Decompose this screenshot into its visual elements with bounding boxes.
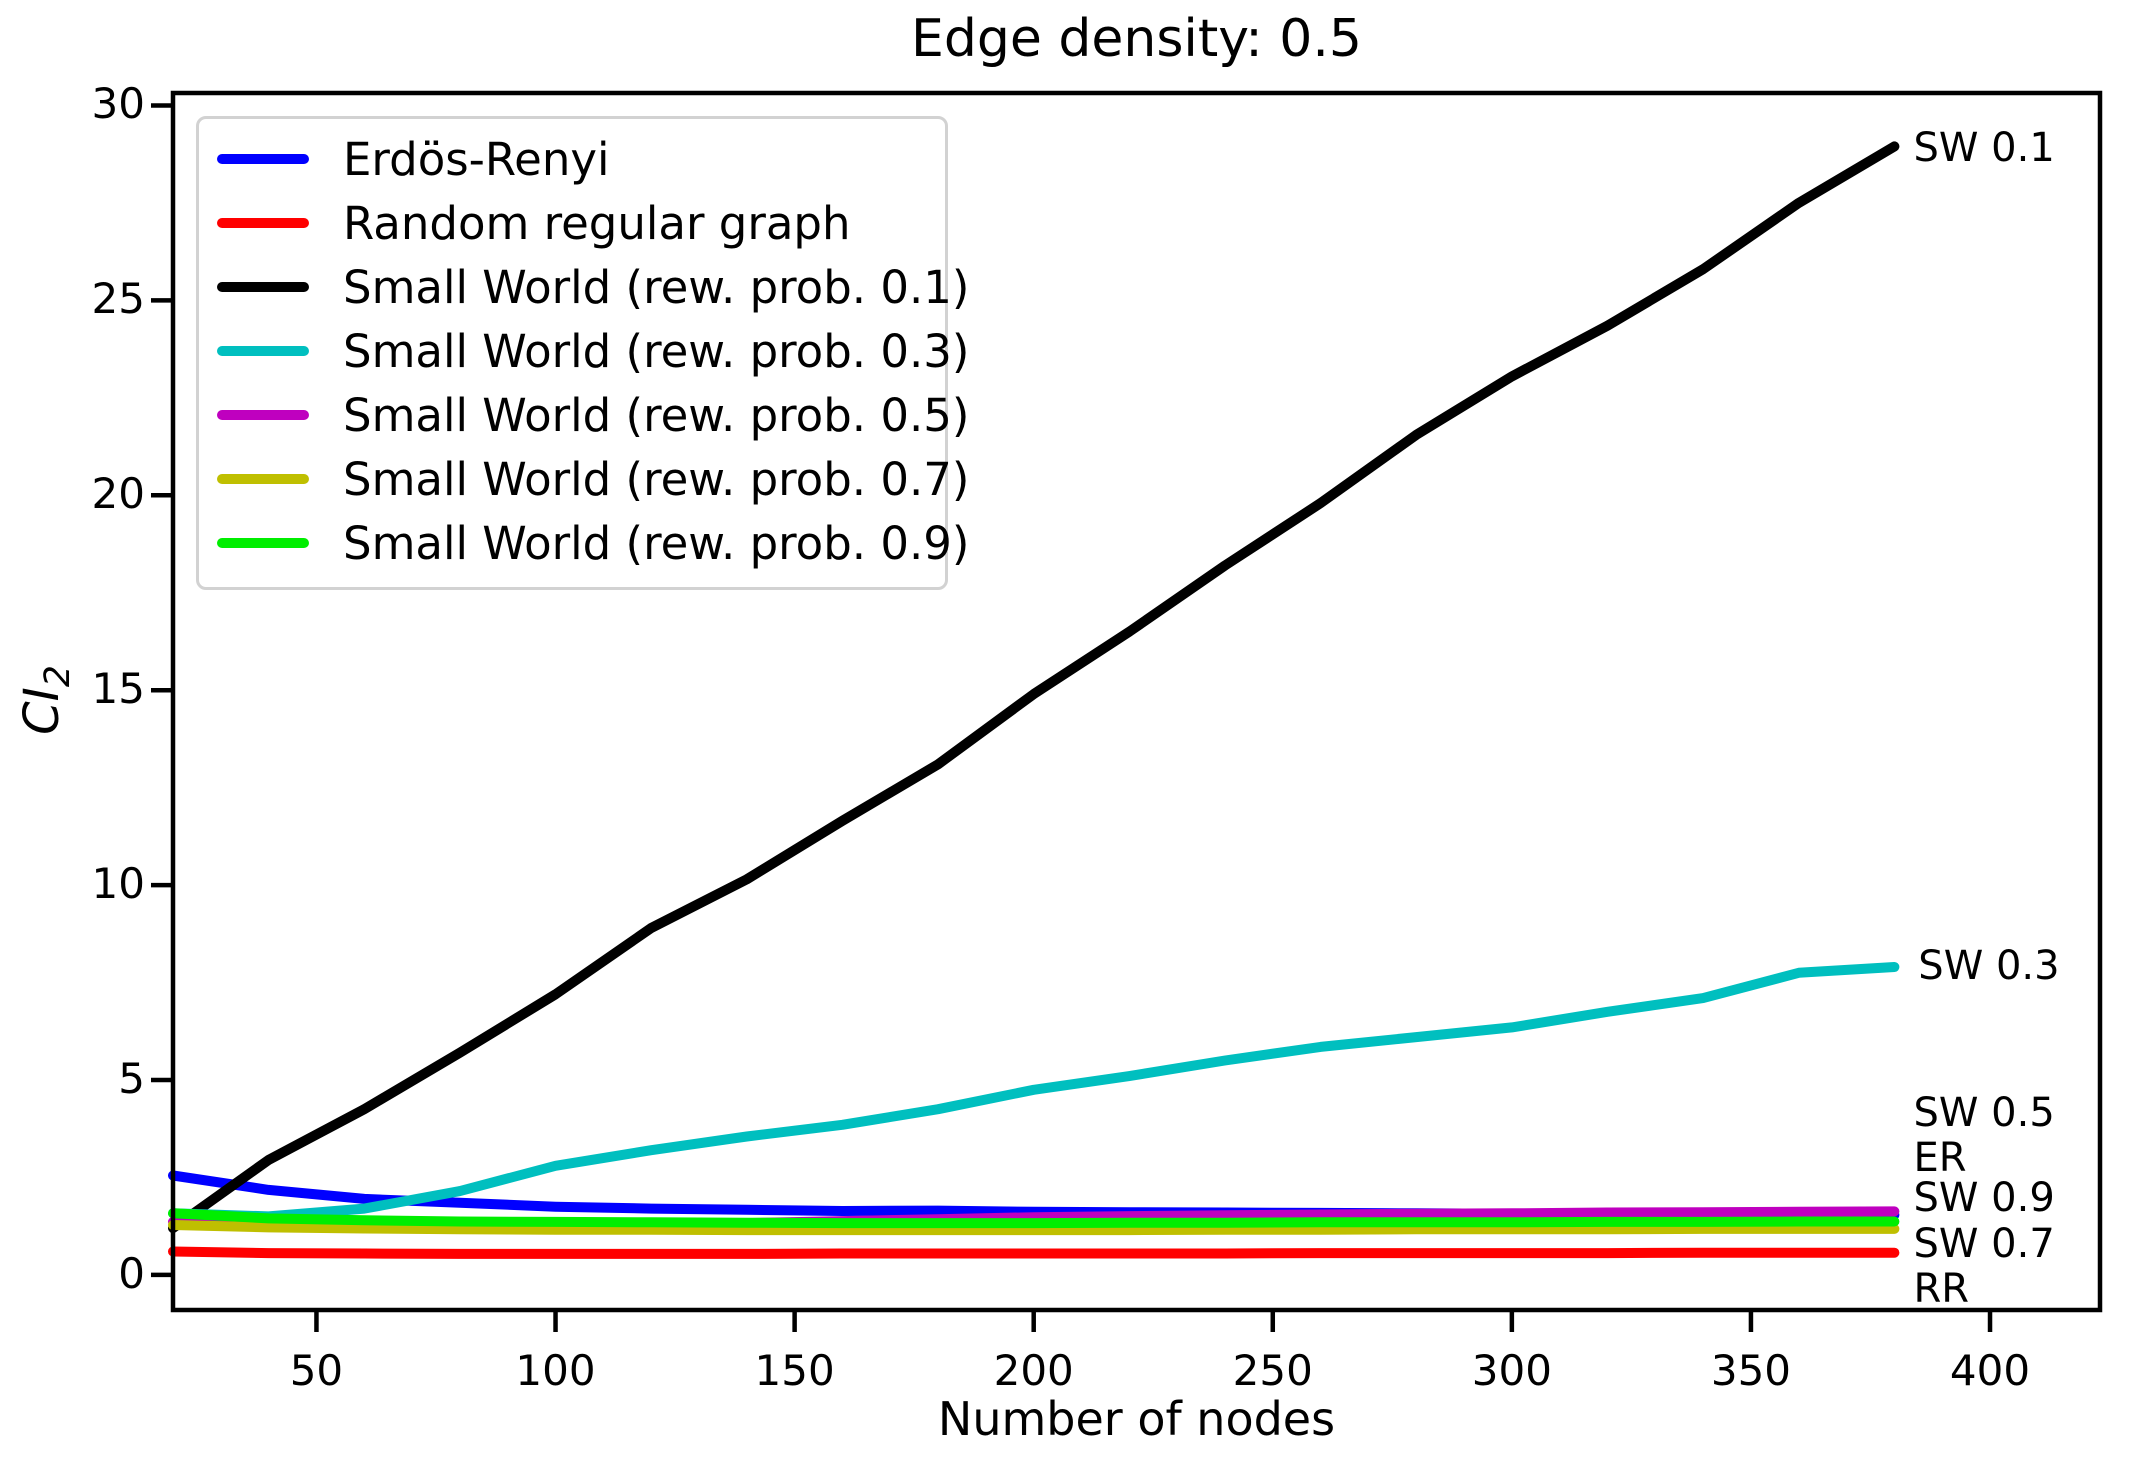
annotation-sw-0-5: SW 0.5 [1913,1090,2055,1137]
x-tick-label-250: 250 [1232,1346,1313,1395]
legend-swatch-sw-0-5 [217,410,309,420]
series-line-sw-0-1 [168,141,1900,1234]
annotation-sw-0-3: SW 0.3 [1918,943,2060,990]
x-tick-label-200: 200 [993,1346,1074,1395]
series-line-sw-0-7 [168,1220,1900,1236]
series-line-sw-0-9 [168,1208,1900,1229]
legend-label-er: Erdös-Renyi [343,132,610,186]
y-axis-label-subscript: 2 [37,665,78,688]
legend-box: Erdös-Renyi Random regular graph Small Wor… [196,116,969,590]
legend-swatch-er [217,154,309,164]
x-tick-label-150: 150 [754,1346,835,1395]
x-tick-label-400: 400 [1949,1346,2031,1395]
x-tick-label-100: 100 [515,1346,596,1395]
legend-swatch-sw-0-9 [217,538,309,548]
legend-swatch-rr [217,218,309,228]
y-tick-label-25: 25 [91,274,145,324]
legend-entry-sw-0-3: Small World (rew. prob. 0.3) [199,319,969,383]
legend-label-sw-0-5: Small World (rew. prob. 0.5) [343,388,970,442]
annotation-rr: RR [1913,1265,1970,1312]
chart-title: Edge density: 0.5 [910,9,1362,69]
y-tick-label-5: 5 [118,1054,145,1103]
y-tick-label-10: 10 [91,859,145,909]
y-tick-label-30: 30 [91,79,145,129]
x-axis-label: Number of nodes [937,1392,1336,1446]
legend-label-sw-0-1: Small World (rew. prob. 0.1) [343,260,970,314]
legend-entry-er: Erdös-Renyi [199,127,945,191]
legend-swatch-sw-0-1 [217,282,309,292]
x-tick-label-350: 350 [1710,1346,1792,1395]
legend-entry-sw-0-7: Small World (rew. prob. 0.7) [199,447,969,511]
legend-label-sw-0-7: Small World (rew. prob. 0.7) [343,452,970,506]
annotation-er: ER [1913,1134,1967,1181]
y-axis-label-main: CI [14,687,71,735]
y-tick-label-15: 15 [91,664,145,714]
series-line-sw-0-3 [168,962,1900,1222]
legend-label-sw-0-9: Small World (rew. prob. 0.9) [343,516,970,570]
annotation-sw-0-1: SW 0.1 [1913,125,2055,172]
y-tick-label-0: 0 [118,1248,145,1298]
legend-rows: Erdös-Renyi Random regular graph Small Wor… [199,127,969,575]
annotation-sw-0-9: SW 0.9 [1913,1175,2055,1222]
y-axis-label: CI2 [14,665,78,735]
legend-entry-sw-0-1: Small World (rew. prob. 0.1) [199,255,969,319]
legend-swatch-sw-0-3 [217,346,309,356]
legend-entry-sw-0-5: Small World (rew. prob. 0.5) [199,383,969,447]
y-tick-label-20: 20 [91,469,145,519]
legend-entry-sw-0-9: Small World (rew. prob. 0.9) [199,511,969,575]
axes-spines [170,90,2103,1313]
legend-entry-rr: Random regular graph [199,191,945,255]
legend-label-rr: Random regular graph [343,196,851,250]
series-line-rr [168,1246,1900,1259]
legend-label-sw-0-3: Small World (rew. prob. 0.3) [343,324,970,378]
annotation-sw-0-7: SW 0.7 [1913,1221,2055,1268]
legend-swatch-sw-0-7 [217,474,309,484]
x-tick-label-300: 300 [1471,1346,1552,1395]
x-tick-label-50: 50 [289,1346,344,1395]
